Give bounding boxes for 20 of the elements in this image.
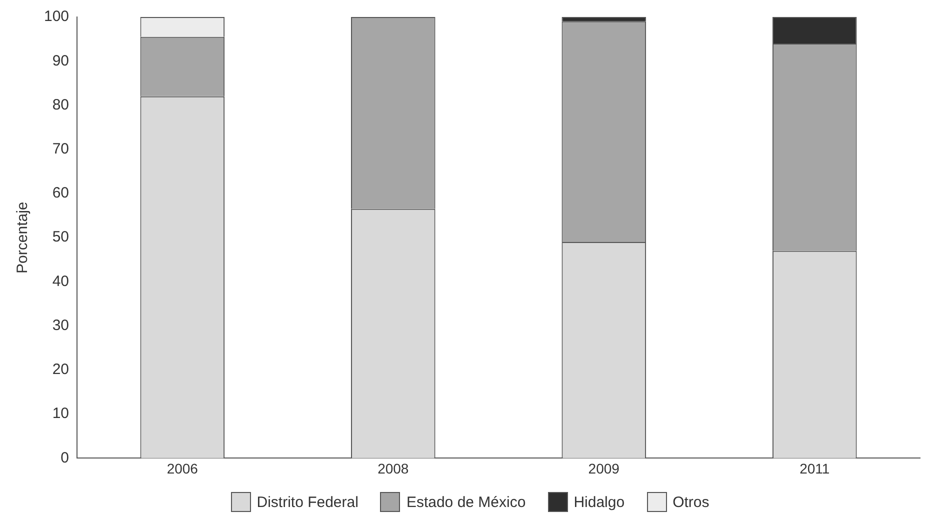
y-tick-label: 30 xyxy=(52,316,70,334)
legend-label: Otros xyxy=(672,494,710,510)
legend-label: Estado de México xyxy=(406,494,526,510)
legend-label: Distrito Federal xyxy=(256,494,358,510)
x-tick-label: 2011 xyxy=(800,460,830,476)
x-tick-label: 2006 xyxy=(166,460,198,476)
y-tick-label: 90 xyxy=(52,52,70,70)
x-tick-label: 2009 xyxy=(588,460,620,476)
y-axis-title: Porcentaje xyxy=(14,202,32,274)
y-tick-label: 100 xyxy=(44,8,70,26)
y-tick-label: 40 xyxy=(52,272,70,290)
y-tick-label: 50 xyxy=(52,228,70,246)
y-tick-label: 80 xyxy=(52,96,70,114)
y-tick-label: 70 xyxy=(52,140,70,158)
legend-label: Hidalgo xyxy=(574,494,625,510)
y-tick-label: 20 xyxy=(52,361,70,378)
y-tick-label: 10 xyxy=(52,405,70,422)
x-tick-label: 2008 xyxy=(378,460,409,476)
y-tick-label: 0 xyxy=(60,449,70,466)
y-tick-label: 60 xyxy=(52,184,70,202)
